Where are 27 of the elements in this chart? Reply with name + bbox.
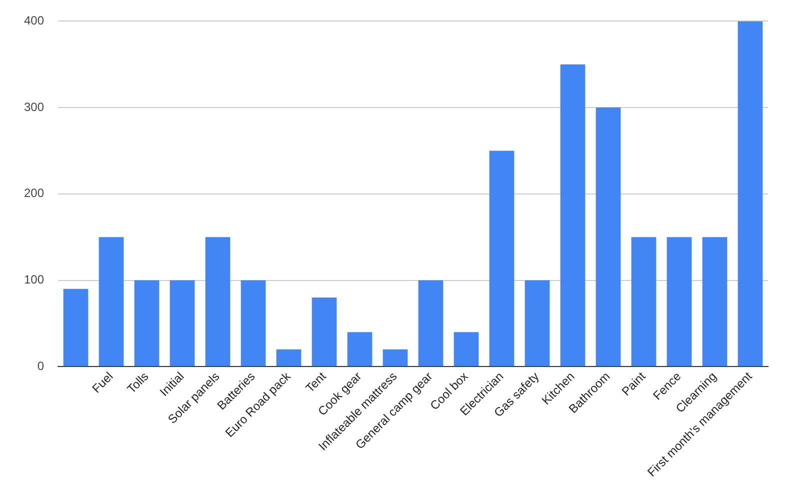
bar (666, 237, 692, 366)
bar (312, 298, 337, 366)
bar (738, 21, 763, 366)
bar (524, 280, 550, 366)
bar (489, 150, 514, 366)
bar (382, 349, 408, 366)
bar (240, 280, 266, 366)
bar (347, 332, 372, 366)
y-tick-label: 400 (24, 14, 44, 28)
bar (98, 237, 124, 366)
bar (170, 280, 195, 366)
bar (596, 108, 621, 366)
y-tick-label: 100 (24, 272, 44, 287)
bar (454, 332, 479, 366)
bar (134, 280, 160, 366)
y-tick-label: 200 (24, 186, 44, 200)
bar (631, 237, 656, 366)
x-tick-label: Tolls (124, 369, 152, 396)
bar (560, 64, 586, 366)
bar (276, 349, 302, 366)
bar (418, 280, 444, 366)
y-tick-label: 0 (37, 358, 44, 373)
bar (702, 237, 728, 366)
x-tick-label: Tent (302, 368, 330, 396)
bar (205, 237, 230, 366)
y-tick-label: 300 (24, 100, 44, 114)
bar (63, 288, 88, 366)
